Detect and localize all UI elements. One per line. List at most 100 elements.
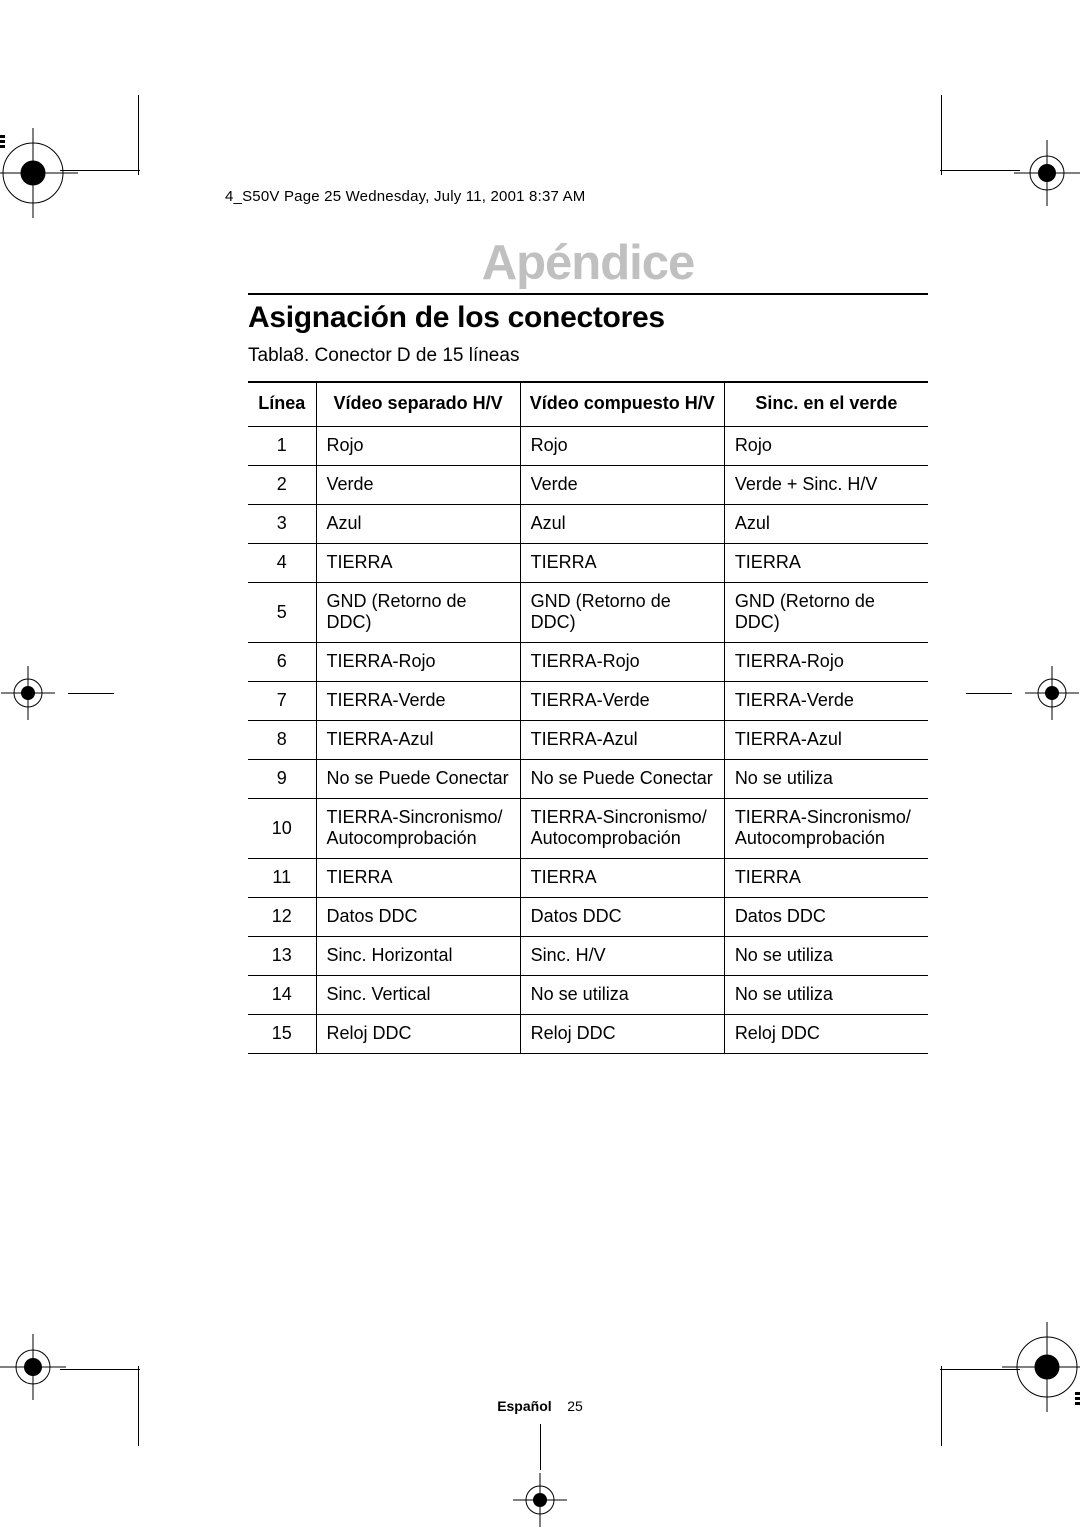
- print-header: 4_S50V Page 25 Wednesday, July 11, 2001 …: [225, 188, 585, 205]
- footer-page-number: 25: [567, 1398, 583, 1414]
- table-cell: 6: [248, 643, 316, 682]
- table-cell: GND (Retorno de DDC): [316, 583, 520, 643]
- col-header-separado: Vídeo separado H/V: [316, 382, 520, 427]
- table-cell: No se utiliza: [724, 760, 928, 799]
- col-header-linea: Línea: [248, 382, 316, 427]
- registration-mark-top-left: [0, 128, 78, 218]
- table-cell: 5: [248, 583, 316, 643]
- col-header-compuesto: Vídeo compuesto H/V: [520, 382, 724, 427]
- table-row: 13Sinc. HorizontalSinc. H/VNo se utiliza: [248, 937, 928, 976]
- crop-line: [540, 1424, 541, 1470]
- table-cell: 2: [248, 466, 316, 505]
- table-cell: Verde: [520, 466, 724, 505]
- table-cell: GND (Retorno de DDC): [724, 583, 928, 643]
- page-footer: Español 25: [0, 1398, 1080, 1414]
- table-cell: Sinc. Vertical: [316, 976, 520, 1015]
- table-cell: 12: [248, 898, 316, 937]
- table-row: 4TIERRATIERRATIERRA: [248, 544, 928, 583]
- table-cell: 3: [248, 505, 316, 544]
- table-cell: 11: [248, 859, 316, 898]
- table-cell: 14: [248, 976, 316, 1015]
- table-cell: Reloj DDC: [724, 1015, 928, 1054]
- crop-line: [68, 693, 114, 694]
- table-cell: Rojo: [316, 427, 520, 466]
- table-row: 1RojoRojoRojo: [248, 427, 928, 466]
- table-cell: 7: [248, 682, 316, 721]
- crop-line: [60, 170, 140, 171]
- table-cell: Reloj DDC: [520, 1015, 724, 1054]
- table-cell: TIERRA: [724, 859, 928, 898]
- table-cell: TIERRA-Sincronismo/Autocomprobación: [724, 799, 928, 859]
- table-cell: 13: [248, 937, 316, 976]
- footer-language: Español: [497, 1398, 551, 1414]
- table-cell: 9: [248, 760, 316, 799]
- table-cell: TIERRA: [316, 544, 520, 583]
- table-cell: No se Puede Conectar: [316, 760, 520, 799]
- table-row: 14Sinc. VerticalNo se utilizaNo se utili…: [248, 976, 928, 1015]
- crop-line: [966, 693, 1012, 694]
- crop-line: [940, 1369, 1020, 1370]
- table-row: 3AzulAzulAzul: [248, 505, 928, 544]
- table-cell: Rojo: [724, 427, 928, 466]
- table-cell: Datos DDC: [724, 898, 928, 937]
- table-cell: TIERRA-Azul: [520, 721, 724, 760]
- table-cell: Verde: [316, 466, 520, 505]
- table-cell: Rojo: [520, 427, 724, 466]
- table-cell: 8: [248, 721, 316, 760]
- table-row: 5GND (Retorno de DDC)GND (Retorno de DDC…: [248, 583, 928, 643]
- table-cell: TIERRA-Rojo: [724, 643, 928, 682]
- table-cell: No se utiliza: [520, 976, 724, 1015]
- table-cell: No se utiliza: [724, 976, 928, 1015]
- table-cell: No se utiliza: [724, 937, 928, 976]
- crop-line: [60, 1369, 140, 1370]
- table-cell: TIERRA: [520, 544, 724, 583]
- registration-mark-top-right: [1002, 128, 1080, 218]
- table-cell: 15: [248, 1015, 316, 1054]
- table-cell: Sinc. Horizontal: [316, 937, 520, 976]
- table-cell: Datos DDC: [520, 898, 724, 937]
- section-title: Asignación de los conectores: [248, 301, 928, 335]
- crop-line: [138, 95, 139, 175]
- horizontal-rule: [248, 293, 928, 295]
- table-row: 7TIERRA-VerdeTIERRA-VerdeTIERRA-Verde: [248, 682, 928, 721]
- table-cell: TIERRA-Sincronismo/Autocomprobación: [520, 799, 724, 859]
- table-cell: Azul: [316, 505, 520, 544]
- table-cell: TIERRA-Sincronismo/Autocomprobación: [316, 799, 520, 859]
- col-header-sinc: Sinc. en el verde: [724, 382, 928, 427]
- table-row: 9No se Puede ConectarNo se Puede Conecta…: [248, 760, 928, 799]
- table-row: 11TIERRATIERRATIERRA: [248, 859, 928, 898]
- table-cell: TIERRA: [520, 859, 724, 898]
- table-row: 6TIERRA-RojoTIERRA-RojoTIERRA-Rojo: [248, 643, 928, 682]
- crop-line: [941, 95, 942, 175]
- table-cell: TIERRA-Azul: [316, 721, 520, 760]
- table-row: 2VerdeVerdeVerde + Sinc. H/V: [248, 466, 928, 505]
- registration-mark-bottom-center: [505, 1465, 575, 1535]
- table-row: 8TIERRA-AzulTIERRA-AzulTIERRA-Azul: [248, 721, 928, 760]
- crop-line: [940, 170, 1020, 171]
- table-cell: TIERRA: [316, 859, 520, 898]
- table-row: 12Datos DDCDatos DDCDatos DDC: [248, 898, 928, 937]
- table-cell: TIERRA-Rojo: [316, 643, 520, 682]
- connector-table: Línea Vídeo separado H/V Vídeo compuesto…: [248, 381, 928, 1054]
- table-cell: TIERRA-Rojo: [520, 643, 724, 682]
- table-caption: Tabla8. Conector D de 15 líneas: [248, 345, 928, 367]
- table-cell: Azul: [520, 505, 724, 544]
- table-cell: Azul: [724, 505, 928, 544]
- table-cell: 1: [248, 427, 316, 466]
- table-cell: Sinc. H/V: [520, 937, 724, 976]
- table-cell: Verde + Sinc. H/V: [724, 466, 928, 505]
- table-cell: TIERRA-Verde: [724, 682, 928, 721]
- table-cell: TIERRA-Verde: [316, 682, 520, 721]
- table-cell: TIERRA: [724, 544, 928, 583]
- table-cell: GND (Retorno de DDC): [520, 583, 724, 643]
- registration-mark-mid-right: [1017, 658, 1080, 728]
- table-cell: TIERRA-Verde: [520, 682, 724, 721]
- table-cell: No se Puede Conectar: [520, 760, 724, 799]
- chapter-title: Apéndice: [248, 235, 928, 291]
- table-cell: Reloj DDC: [316, 1015, 520, 1054]
- table-cell: Datos DDC: [316, 898, 520, 937]
- table-cell: TIERRA-Azul: [724, 721, 928, 760]
- registration-mark-mid-left: [0, 658, 63, 728]
- table-row: 15Reloj DDCReloj DDCReloj DDC: [248, 1015, 928, 1054]
- table-row: 10TIERRA-Sincronismo/AutocomprobaciónTIE…: [248, 799, 928, 859]
